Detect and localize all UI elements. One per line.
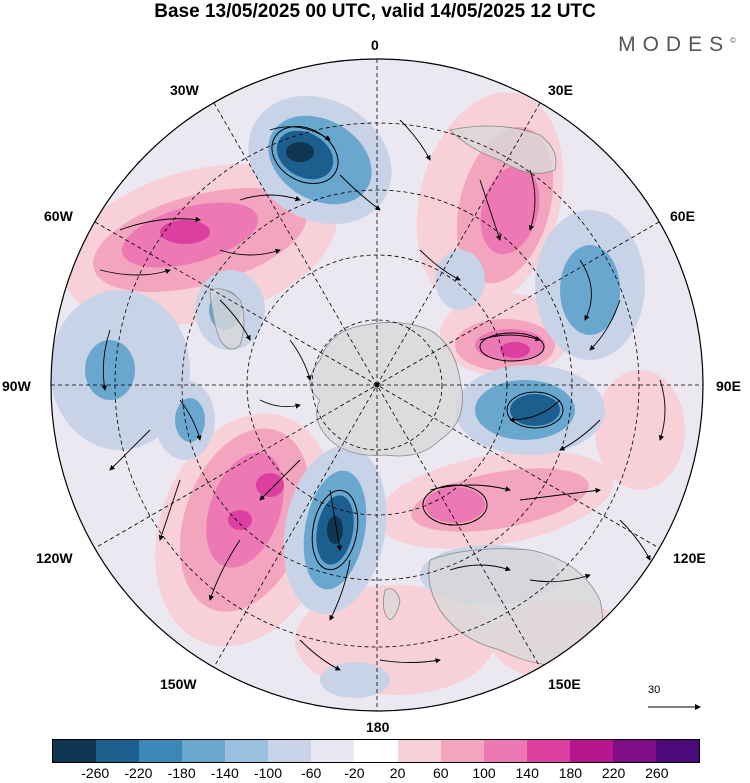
map-title: Base 13/05/2025 00 UTC, valid 14/05/2025… xyxy=(154,1,596,22)
map-boundary xyxy=(50,58,704,712)
colorbar-ticks: -260 -220 -180 -140 -100 -60 -20 20 60 100 140 180 2… xyxy=(0,765,750,783)
south-america-tip xyxy=(209,288,245,350)
brand-name: MODES xyxy=(618,33,731,56)
modes-logo: MODES© xyxy=(618,33,736,57)
colorbar-cell xyxy=(268,740,312,762)
label-lon-90w: 90W xyxy=(2,378,31,394)
label-lon-150e: 150E xyxy=(548,676,581,692)
colorbar-tick-label: 100 xyxy=(472,765,496,781)
colorbar-tick-label: 60 xyxy=(433,765,449,781)
label-lon-60e: 60E xyxy=(670,208,695,224)
colorbar-tick-label: 260 xyxy=(645,765,669,781)
label-lon-90e: 90E xyxy=(716,378,741,394)
colorbar-tick-label: -180 xyxy=(167,765,196,781)
colorbar-tick-label: -20 xyxy=(344,765,365,781)
colorbar-cell xyxy=(354,740,398,762)
core-positive-anomalies xyxy=(160,220,530,530)
core-negative-anomalies xyxy=(286,142,343,544)
copyright-mark: © xyxy=(730,36,736,45)
reference-vector-label: 30 xyxy=(648,684,661,696)
antarctica xyxy=(309,322,463,457)
colorbar-cell xyxy=(225,740,269,762)
colorbar-cell xyxy=(53,740,97,762)
label-lon-150w: 150W xyxy=(160,676,197,692)
label-lon-30e: 30E xyxy=(548,82,573,98)
colorbar-cell xyxy=(526,740,570,762)
new-zealand xyxy=(382,588,401,621)
colorbar-cell xyxy=(440,740,484,762)
colorbar xyxy=(52,739,700,763)
colorbar-tick-label: 20 xyxy=(389,765,406,781)
colorbar-cell xyxy=(483,740,527,762)
label-lon-0: 0 xyxy=(371,37,379,53)
south-africa xyxy=(449,125,557,174)
label-lon-30w: 30W xyxy=(170,82,199,98)
wind-vectors xyxy=(99,119,666,671)
colorbar-tick-label: 180 xyxy=(558,765,583,781)
label-lon-180: 180 xyxy=(366,719,390,735)
colorbar-cell xyxy=(655,740,699,762)
contour-lines xyxy=(271,125,564,571)
colorbar-tick-label: -260 xyxy=(81,765,110,781)
polar-stereographic-map xyxy=(50,58,704,712)
colorbar-tick-label: -60 xyxy=(301,765,322,781)
colorbar-cell xyxy=(182,740,226,762)
colorbar-cell xyxy=(139,740,183,762)
colorbar-cell xyxy=(569,740,613,762)
colorbar-tick-label: -100 xyxy=(253,765,283,781)
colorbar-cell xyxy=(612,740,656,762)
colorbar-tick-label: -140 xyxy=(210,765,239,781)
label-lon-120w: 120W xyxy=(36,550,73,566)
colorbar-tick-label: -220 xyxy=(124,765,153,781)
label-lon-60w: 60W xyxy=(44,208,73,224)
colorbar-cell xyxy=(96,740,140,762)
colorbar-tick-label: 220 xyxy=(601,765,626,781)
south-pole-marker xyxy=(374,382,380,388)
label-lon-120e: 120E xyxy=(673,550,706,566)
colorbar-cell xyxy=(311,740,355,762)
anomaly-field xyxy=(51,59,703,711)
colorbar-cell xyxy=(397,740,441,762)
colorbar-tick-label: 140 xyxy=(515,765,539,781)
